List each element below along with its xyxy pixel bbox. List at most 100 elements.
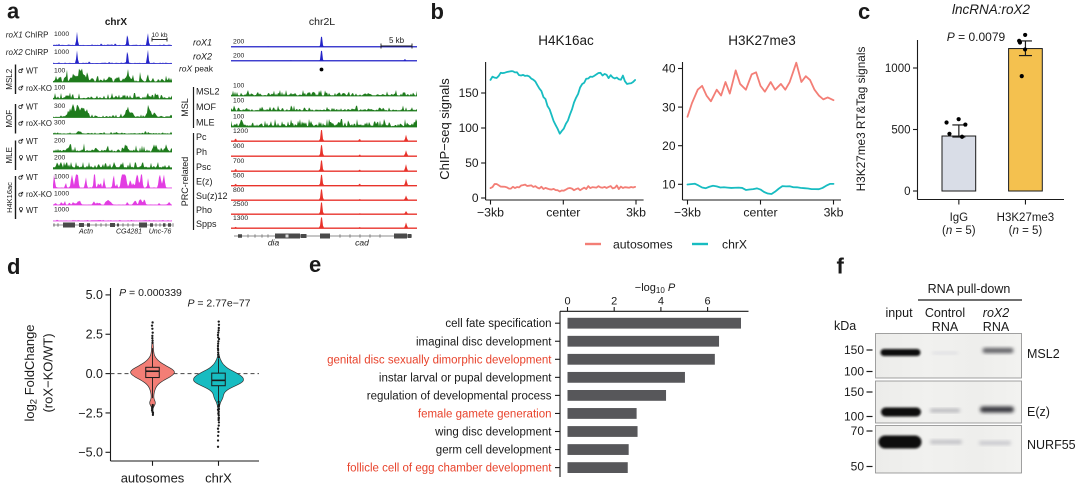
svg-text:0: 0 bbox=[472, 191, 479, 205]
svg-text:RNA pull-down: RNA pull-down bbox=[928, 282, 1011, 296]
svg-text:MOF: MOF bbox=[196, 102, 216, 112]
svg-text:P = 0.000339: P = 0.000339 bbox=[119, 287, 182, 299]
svg-text:5 kb: 5 kb bbox=[389, 36, 405, 45]
svg-text:roX-KO: roX-KO bbox=[26, 84, 52, 93]
svg-text:100: 100 bbox=[844, 365, 864, 379]
svg-text:MSL2: MSL2 bbox=[196, 87, 220, 97]
svg-text:300: 300 bbox=[54, 120, 66, 127]
svg-text:E(z): E(z) bbox=[196, 177, 213, 187]
svg-text:center: center bbox=[546, 206, 580, 220]
svg-text:1300: 1300 bbox=[233, 215, 248, 222]
svg-text:200: 200 bbox=[233, 53, 245, 60]
svg-text:kDa: kDa bbox=[834, 319, 856, 333]
svg-text:900: 900 bbox=[233, 143, 245, 150]
svg-text:150: 150 bbox=[459, 86, 479, 100]
svg-text:roX2 ChIRP: roX2 ChIRP bbox=[6, 48, 49, 57]
svg-text:roX-KO: roX-KO bbox=[26, 190, 52, 199]
svg-text:1000: 1000 bbox=[54, 31, 69, 38]
svg-text:chrX: chrX bbox=[722, 237, 747, 251]
svg-text:MLE: MLE bbox=[196, 118, 215, 128]
svg-text:input: input bbox=[885, 306, 913, 320]
svg-text:cad: cad bbox=[355, 238, 369, 248]
svg-text:3kb: 3kb bbox=[824, 206, 844, 220]
svg-text:5.0: 5.0 bbox=[86, 288, 103, 302]
svg-text:MLE: MLE bbox=[5, 147, 14, 163]
svg-text:−3kb: −3kb bbox=[477, 206, 504, 220]
svg-text:H3K27me3 RT&Tag signals: H3K27me3 RT&Tag signals bbox=[854, 47, 868, 192]
svg-text:lncRNA:roX2: lncRNA:roX2 bbox=[952, 2, 1031, 17]
svg-text:10 kb: 10 kb bbox=[152, 32, 168, 39]
svg-text:50: 50 bbox=[465, 156, 479, 170]
svg-text:50: 50 bbox=[851, 460, 865, 474]
svg-text:1000: 1000 bbox=[54, 49, 69, 56]
svg-text:roX peak: roX peak bbox=[179, 64, 214, 74]
svg-text:2500: 2500 bbox=[233, 201, 248, 208]
svg-text:1000: 1000 bbox=[54, 207, 69, 214]
svg-text:WT: WT bbox=[26, 67, 38, 76]
svg-text:autosomes: autosomes bbox=[121, 471, 185, 486]
svg-text:chrX: chrX bbox=[105, 17, 128, 28]
svg-text:chrX: chrX bbox=[205, 471, 232, 486]
svg-text:regulation of developmental pr: regulation of developmental process bbox=[367, 390, 552, 402]
svg-text:1000: 1000 bbox=[885, 63, 911, 75]
svg-text:−2.5: −2.5 bbox=[78, 406, 103, 420]
svg-text:−log10 P: −log10 P bbox=[635, 282, 676, 295]
svg-text:center: center bbox=[743, 206, 777, 220]
svg-text:100: 100 bbox=[844, 410, 864, 424]
svg-text:(n = 5): (n = 5) bbox=[1009, 225, 1043, 237]
svg-text:roX1 ChIRP: roX1 ChIRP bbox=[6, 30, 49, 39]
svg-text:500: 500 bbox=[233, 173, 245, 180]
svg-text:100: 100 bbox=[233, 98, 245, 105]
svg-text:H4K16ac: H4K16ac bbox=[538, 33, 594, 48]
svg-text:roX-KO: roX-KO bbox=[26, 119, 52, 128]
svg-text:roX2: roX2 bbox=[193, 52, 212, 62]
svg-text:c: c bbox=[858, 0, 870, 24]
svg-text:dia: dia bbox=[268, 238, 280, 248]
svg-text:1200: 1200 bbox=[233, 128, 248, 135]
svg-text:100: 100 bbox=[54, 68, 66, 75]
svg-text:20: 20 bbox=[662, 139, 676, 153]
svg-text:germ cell development: germ cell development bbox=[436, 445, 553, 457]
svg-text:autosomes: autosomes bbox=[613, 237, 673, 251]
svg-text:MSL: MSL bbox=[180, 98, 190, 117]
svg-text:40: 40 bbox=[662, 62, 676, 76]
svg-text:150: 150 bbox=[844, 343, 864, 357]
svg-text:MOF: MOF bbox=[5, 110, 14, 128]
svg-text:E(z): E(z) bbox=[1027, 405, 1050, 419]
svg-text:d: d bbox=[7, 254, 20, 279]
svg-text:WT: WT bbox=[26, 206, 38, 215]
svg-text:200: 200 bbox=[54, 138, 66, 145]
svg-text:ChIP−seq signals: ChIP−seq signals bbox=[437, 78, 452, 180]
svg-text:instar larval or pupal develop: instar larval or pupal development bbox=[379, 372, 552, 384]
svg-text:(n = 5): (n = 5) bbox=[942, 225, 976, 237]
svg-text:WT: WT bbox=[26, 173, 38, 182]
svg-text:WT: WT bbox=[26, 102, 38, 111]
svg-text:300: 300 bbox=[54, 103, 66, 110]
svg-text:follicle cell of egg chamber d: follicle cell of egg chamber development bbox=[347, 463, 552, 475]
svg-text:(roX−KO/WT): (roX−KO/WT) bbox=[41, 333, 56, 412]
svg-text:IgG: IgG bbox=[950, 212, 969, 224]
svg-text:Spps: Spps bbox=[196, 219, 217, 229]
svg-text:6: 6 bbox=[705, 296, 711, 308]
svg-text:P = 0.0079: P = 0.0079 bbox=[947, 30, 1006, 44]
svg-text:H3K27me3: H3K27me3 bbox=[997, 212, 1055, 224]
svg-text:NURF55: NURF55 bbox=[1027, 438, 1076, 452]
svg-text:1000: 1000 bbox=[54, 174, 69, 181]
svg-text:Ph: Ph bbox=[196, 147, 207, 157]
svg-text:100: 100 bbox=[54, 85, 66, 92]
svg-text:800: 800 bbox=[233, 187, 245, 194]
svg-text:30: 30 bbox=[662, 100, 676, 114]
svg-text:b: b bbox=[431, 0, 444, 24]
svg-text:H4K16ac: H4K16ac bbox=[5, 182, 14, 213]
svg-text:200: 200 bbox=[233, 39, 245, 46]
svg-text:Control: Control bbox=[925, 306, 965, 320]
svg-text:f: f bbox=[837, 254, 845, 279]
svg-text:Su(z)12: Su(z)12 bbox=[196, 191, 228, 201]
svg-text:10: 10 bbox=[662, 178, 676, 192]
svg-text:MSL2: MSL2 bbox=[5, 68, 14, 89]
svg-text:e: e bbox=[309, 252, 321, 277]
svg-text:0: 0 bbox=[564, 296, 570, 308]
svg-text:roX2: roX2 bbox=[983, 306, 1009, 320]
svg-text:cell fate specification: cell fate specification bbox=[445, 318, 551, 330]
svg-text:3kb: 3kb bbox=[626, 206, 646, 220]
